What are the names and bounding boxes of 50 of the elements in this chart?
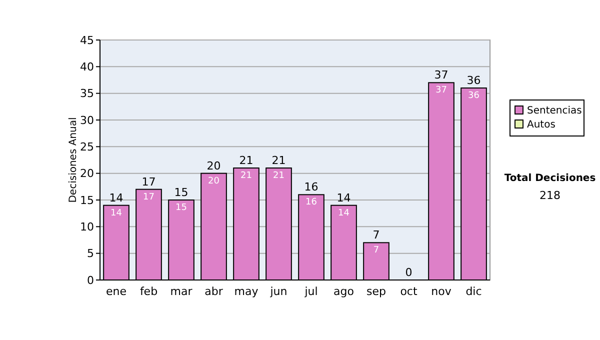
text: 218 <box>540 189 560 202</box>
data-label: 36 <box>468 91 480 101</box>
total-label: 37 <box>434 68 448 82</box>
y-tick-label: 25 <box>80 140 94 154</box>
total-label: 15 <box>174 186 188 199</box>
y-tick-label: 0 <box>87 274 94 287</box>
data-label: 17 <box>143 192 154 202</box>
total-label: 16 <box>304 180 318 194</box>
y-tick-label: 20 <box>80 167 94 180</box>
total-label: 0 <box>405 266 412 279</box>
data-label: 21 <box>273 171 284 181</box>
total-label: 17 <box>142 175 156 188</box>
y-tick-label: 10 <box>80 220 94 234</box>
x-tick-label: may <box>234 285 259 298</box>
x-tick-label: sep <box>366 285 386 298</box>
data-label: 16 <box>306 198 318 208</box>
total-label: 14 <box>336 191 351 204</box>
y-tick-label: 30 <box>80 114 94 127</box>
total-label: 20 <box>206 159 221 172</box>
total-label: 36 <box>466 74 481 87</box>
x-tick-label: jul <box>304 285 318 298</box>
x-tick-label: oct <box>400 285 418 298</box>
data-label: 14 <box>338 208 350 218</box>
legend-label: Autos <box>527 120 556 130</box>
x-tick-label: abr <box>204 285 224 298</box>
total-label: 21 <box>239 154 254 167</box>
total-label: 14 <box>109 191 124 204</box>
x-tick-label: ago <box>334 285 354 298</box>
total-label: 7 <box>372 228 380 242</box>
x-tick-label: jun <box>269 285 288 298</box>
x-tick-label: nov <box>431 285 452 298</box>
y-tick-label: 15 <box>80 194 94 207</box>
data-label: 20 <box>208 176 220 186</box>
x-tick-label: mar <box>170 285 193 298</box>
y-tick-label: 45 <box>80 34 94 47</box>
x-tick-label: feb <box>140 285 158 298</box>
data-label: 15 <box>176 203 187 213</box>
data-label: 21 <box>240 171 252 181</box>
y-tick-label: 5 <box>87 247 94 260</box>
y-axis-title: Decisiones Anual <box>68 117 79 203</box>
legend-label: Sentencias <box>527 106 582 116</box>
x-tick-label: dic <box>466 285 482 298</box>
x-tick-label: ene <box>106 285 127 298</box>
text: Total Decisiones <box>504 173 596 184</box>
data-label: 7 <box>373 246 380 256</box>
y-tick-label: 35 <box>80 87 94 100</box>
y-tick-label: 40 <box>80 60 94 74</box>
total-label: 21 <box>272 154 286 167</box>
data-label: 37 <box>436 86 447 96</box>
data-label: 14 <box>110 208 122 218</box>
